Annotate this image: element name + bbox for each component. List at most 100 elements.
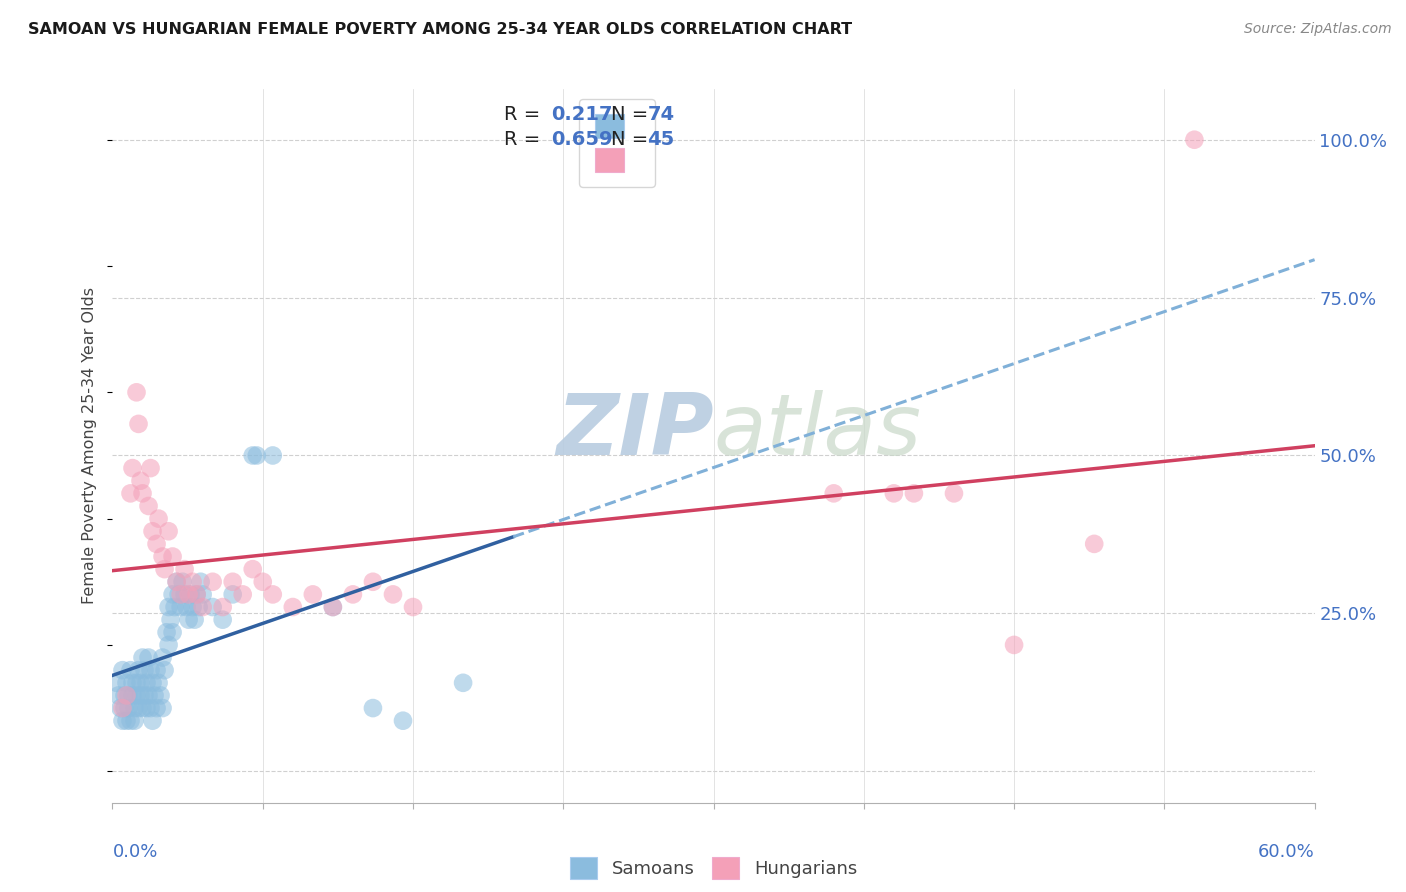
Text: 0.217: 0.217 <box>551 104 613 124</box>
Point <box>129 675 152 690</box>
Point <box>111 701 134 715</box>
Point <box>166 574 188 589</box>
Point <box>138 499 160 513</box>
Point <box>114 701 136 715</box>
Point <box>157 600 180 615</box>
Point <box>157 524 180 539</box>
Point <box>1083 537 1105 551</box>
Point <box>131 650 153 665</box>
Point <box>222 574 245 589</box>
Point <box>139 701 162 715</box>
Point <box>222 587 245 601</box>
Point <box>392 714 415 728</box>
Point <box>129 689 152 703</box>
Point <box>262 449 284 463</box>
Point <box>148 511 170 525</box>
Point <box>148 675 170 690</box>
Point <box>823 486 845 500</box>
Point <box>120 486 142 500</box>
Point <box>138 650 160 665</box>
Point <box>201 600 224 615</box>
Point <box>110 701 132 715</box>
Point <box>167 587 190 601</box>
Point <box>166 574 188 589</box>
Point <box>191 587 214 601</box>
Point <box>163 600 186 615</box>
Point <box>322 600 344 615</box>
Text: 74: 74 <box>647 104 675 124</box>
Point <box>187 600 209 615</box>
Point <box>125 385 148 400</box>
Point <box>139 461 162 475</box>
Point <box>135 701 157 715</box>
Point <box>176 600 198 615</box>
Point <box>246 449 269 463</box>
Point <box>143 689 166 703</box>
Point <box>159 613 181 627</box>
Point <box>120 663 142 677</box>
Text: N =: N = <box>612 104 648 124</box>
Point <box>121 675 143 690</box>
Point <box>125 675 148 690</box>
Point <box>120 714 142 728</box>
Text: R =: R = <box>505 129 547 149</box>
Point <box>302 587 325 601</box>
Point <box>201 574 224 589</box>
Point <box>153 562 176 576</box>
Point <box>121 689 143 703</box>
Point <box>183 613 205 627</box>
Point <box>107 689 129 703</box>
Point <box>153 663 176 677</box>
Point <box>451 675 474 690</box>
Point <box>111 663 134 677</box>
Point <box>115 675 138 690</box>
Text: 60.0%: 60.0% <box>1258 843 1315 861</box>
Point <box>125 689 148 703</box>
Point <box>402 600 425 615</box>
Point <box>242 562 264 576</box>
Point <box>169 600 191 615</box>
Point <box>121 461 143 475</box>
Point <box>173 562 195 576</box>
Point <box>903 486 925 500</box>
Point <box>117 701 139 715</box>
Text: 45: 45 <box>647 129 675 149</box>
Point <box>1184 133 1206 147</box>
Point <box>242 449 264 463</box>
Point <box>124 714 146 728</box>
Point <box>129 474 152 488</box>
Point <box>190 574 212 589</box>
Text: 0.0%: 0.0% <box>112 843 157 861</box>
Point <box>157 638 180 652</box>
Point <box>177 587 200 601</box>
Text: Source: ZipAtlas.com: Source: ZipAtlas.com <box>1244 22 1392 37</box>
Point <box>281 600 304 615</box>
Point <box>128 663 150 677</box>
Point <box>262 587 284 601</box>
Point <box>145 701 167 715</box>
Point <box>139 663 162 677</box>
Point <box>186 587 208 601</box>
Point <box>942 486 965 500</box>
Point <box>128 701 150 715</box>
Point <box>124 701 146 715</box>
Point <box>162 625 184 640</box>
Point <box>131 701 153 715</box>
Point <box>141 714 163 728</box>
Point <box>117 689 139 703</box>
Point <box>232 587 254 601</box>
Text: R =: R = <box>505 104 547 124</box>
Point <box>134 663 156 677</box>
Point <box>131 486 153 500</box>
Point <box>138 689 160 703</box>
Point <box>172 574 194 589</box>
Point <box>1002 638 1025 652</box>
Point <box>361 701 384 715</box>
Point <box>211 600 233 615</box>
Point <box>169 587 191 601</box>
Point <box>135 675 157 690</box>
Point <box>145 537 167 551</box>
Point <box>149 689 172 703</box>
Point <box>141 524 163 539</box>
Point <box>191 600 214 615</box>
